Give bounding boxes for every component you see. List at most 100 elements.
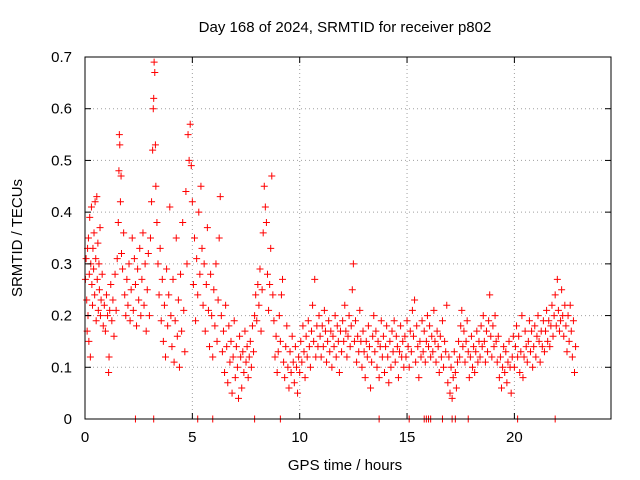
data-point-marker <box>283 322 291 330</box>
data-point-marker <box>542 327 550 335</box>
data-point-marker <box>361 374 369 382</box>
data-point-marker <box>495 374 503 382</box>
data-point-marker <box>486 291 494 299</box>
data-point-marker <box>148 198 156 206</box>
data-point-marker <box>236 332 244 340</box>
data-point-marker <box>181 348 189 356</box>
data-point-marker <box>255 301 263 309</box>
data-point-marker <box>221 368 229 376</box>
data-point-marker <box>450 348 458 356</box>
data-point-marker <box>300 348 308 356</box>
data-point-marker <box>129 306 137 314</box>
data-point-marker <box>469 363 477 371</box>
data-point-marker <box>442 348 450 356</box>
data-point-marker <box>153 218 161 226</box>
data-point-marker <box>522 343 530 351</box>
data-point-marker <box>162 353 170 361</box>
data-point-marker <box>143 286 151 294</box>
data-point-marker <box>346 343 354 351</box>
data-point-marker <box>455 337 463 345</box>
data-point-marker <box>330 343 338 351</box>
data-point-marker <box>105 353 113 361</box>
data-point-marker <box>437 353 445 361</box>
data-point-marker <box>267 244 275 252</box>
data-point-marker <box>137 312 145 320</box>
data-point-marker <box>86 353 94 361</box>
data-point-marker <box>523 358 531 366</box>
data-point-marker <box>356 306 364 314</box>
data-point-marker <box>194 291 202 299</box>
data-point-marker <box>526 348 534 356</box>
data-point-marker <box>100 301 108 309</box>
data-point-marker <box>379 332 387 340</box>
data-point-marker <box>207 270 215 278</box>
data-point-marker <box>89 244 97 252</box>
data-point-marker <box>412 358 420 366</box>
data-point-marker <box>274 348 282 356</box>
data-point-marker <box>243 343 251 351</box>
data-point-marker <box>95 286 103 294</box>
data-point-marker <box>383 322 391 330</box>
data-point-marker <box>419 348 427 356</box>
data-point-marker <box>389 348 397 356</box>
data-point-marker <box>169 275 177 283</box>
y-tick-label: 0.4 <box>51 204 72 221</box>
data-point-marker <box>552 322 560 330</box>
data-point-marker <box>131 281 139 289</box>
data-point-marker <box>287 368 295 376</box>
data-point-marker <box>121 291 129 299</box>
data-point-marker <box>373 363 381 371</box>
data-point-marker <box>572 343 580 351</box>
data-point-marker <box>388 327 396 335</box>
data-point-marker <box>104 312 112 320</box>
data-point-marker <box>449 374 457 382</box>
data-point-marker <box>387 363 395 371</box>
data-point-marker <box>233 363 241 371</box>
chart-title: Day 168 of 2024, SRMTID for receiver p80… <box>199 19 492 36</box>
data-point-marker <box>352 317 360 325</box>
data-point-marker <box>401 332 409 340</box>
data-point-marker <box>145 312 153 320</box>
data-point-marker <box>149 105 157 113</box>
data-point-marker <box>308 327 316 335</box>
data-point-marker <box>340 337 348 345</box>
data-point-marker <box>430 306 438 314</box>
data-point-marker <box>116 198 124 206</box>
data-point-marker <box>239 348 247 356</box>
data-point-marker <box>92 255 100 263</box>
data-point-marker <box>241 327 249 335</box>
data-point-marker <box>553 275 561 283</box>
data-point-marker <box>231 374 239 382</box>
data-point-marker <box>140 301 148 309</box>
data-point-marker <box>113 255 121 263</box>
data-point-marker <box>514 353 522 361</box>
data-point-marker <box>268 172 276 180</box>
data-point-marker <box>266 281 274 289</box>
data-point-marker <box>544 337 552 345</box>
data-point-marker <box>333 322 341 330</box>
data-point-marker <box>110 332 118 340</box>
data-point-marker <box>558 286 566 294</box>
data-point-marker <box>555 327 563 335</box>
data-point-marker <box>382 343 390 351</box>
data-point-marker <box>499 363 507 371</box>
data-point-marker <box>273 368 281 376</box>
data-point-marker <box>85 270 93 278</box>
data-point-marker <box>280 358 288 366</box>
data-point-marker <box>126 317 134 325</box>
data-point-marker <box>472 348 480 356</box>
data-point-marker <box>276 337 284 345</box>
data-point-marker <box>416 337 424 345</box>
data-point-marker <box>102 291 110 299</box>
data-point-marker <box>180 306 188 314</box>
data-point-marker <box>152 182 160 190</box>
data-point-marker <box>500 343 508 351</box>
data-point-marker <box>364 322 372 330</box>
data-point-marker <box>363 353 371 361</box>
data-point-marker <box>124 301 132 309</box>
data-point-marker <box>212 260 220 268</box>
data-point-marker <box>386 337 394 345</box>
data-point-marker <box>203 224 211 232</box>
data-point-marker <box>179 218 187 226</box>
